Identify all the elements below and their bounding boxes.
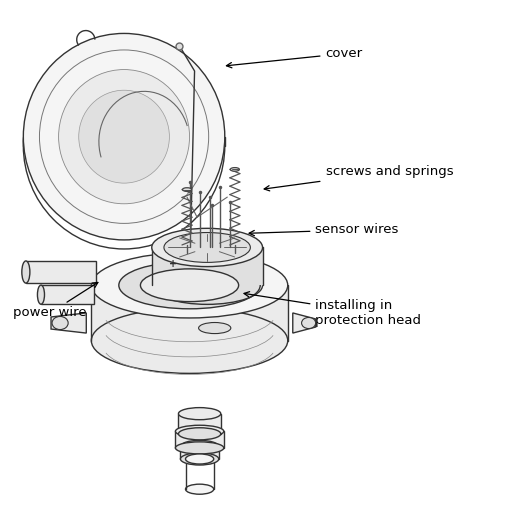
Ellipse shape	[163, 232, 250, 263]
Ellipse shape	[140, 269, 238, 301]
Text: cover: cover	[226, 47, 362, 68]
Ellipse shape	[91, 308, 287, 373]
Polygon shape	[292, 313, 315, 333]
Text: screws and springs: screws and springs	[264, 166, 452, 191]
Ellipse shape	[152, 228, 262, 267]
Polygon shape	[152, 247, 262, 285]
Polygon shape	[175, 431, 223, 448]
Ellipse shape	[178, 408, 220, 420]
Text: installing in
protection head: installing in protection head	[243, 292, 420, 327]
Ellipse shape	[175, 425, 223, 437]
Ellipse shape	[52, 317, 68, 330]
Ellipse shape	[23, 33, 224, 240]
Polygon shape	[26, 261, 96, 283]
Polygon shape	[178, 414, 220, 434]
Ellipse shape	[91, 252, 287, 318]
Ellipse shape	[119, 262, 260, 309]
Ellipse shape	[180, 440, 218, 452]
Polygon shape	[51, 313, 86, 333]
Ellipse shape	[182, 188, 191, 191]
Ellipse shape	[178, 428, 220, 440]
Polygon shape	[41, 285, 94, 304]
Ellipse shape	[59, 70, 189, 204]
Text: sensor wires: sensor wires	[248, 223, 398, 236]
Ellipse shape	[185, 454, 213, 464]
Text: power wire: power wire	[13, 282, 98, 320]
Ellipse shape	[37, 285, 44, 304]
Ellipse shape	[180, 453, 218, 465]
Ellipse shape	[198, 323, 231, 334]
Ellipse shape	[301, 318, 315, 329]
Ellipse shape	[78, 90, 169, 183]
Ellipse shape	[22, 261, 30, 283]
Ellipse shape	[39, 50, 208, 223]
Text: +: +	[168, 260, 177, 270]
Ellipse shape	[185, 484, 213, 494]
Polygon shape	[180, 446, 218, 459]
Ellipse shape	[175, 442, 223, 454]
Polygon shape	[91, 285, 287, 341]
Ellipse shape	[230, 168, 239, 171]
